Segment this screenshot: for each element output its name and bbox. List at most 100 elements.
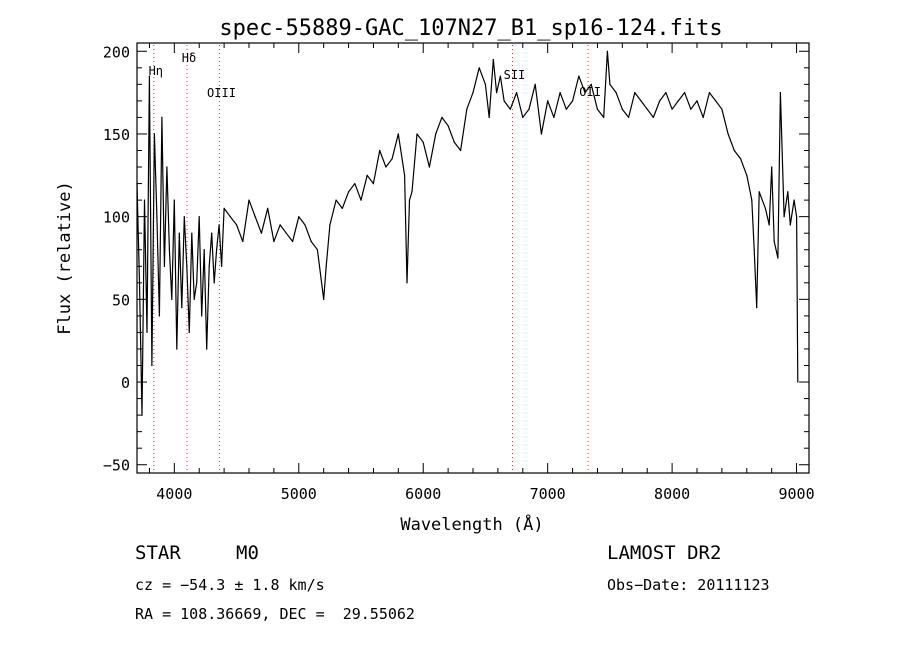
- spectrum-point: [304, 224, 306, 226]
- spectrum-point: [453, 141, 455, 143]
- spectrum-point: [696, 100, 698, 102]
- spectrum-point: [156, 216, 158, 218]
- spectrum-point: [441, 116, 443, 118]
- spectrum-point: [406, 282, 408, 284]
- spectrum-point: [211, 232, 213, 234]
- y-tick-label: 200: [103, 43, 130, 61]
- spectrum-point: [206, 348, 208, 350]
- spectrum-point: [773, 240, 775, 243]
- spectrum-point: [153, 133, 155, 135]
- x-tick-label: 6000: [405, 485, 441, 503]
- spectrum-point: [609, 83, 611, 85]
- spectrum-point: [528, 108, 530, 110]
- spectrum-point: [316, 249, 318, 251]
- y-axis-label: Flux (relative): [55, 181, 75, 335]
- spectrum-point: [242, 240, 244, 243]
- spectrum-point: [466, 108, 468, 110]
- x-axis-label: Wavelength (Å): [400, 513, 543, 535]
- spectrum-point: [460, 149, 462, 152]
- spectrum-point: [161, 116, 163, 118]
- spectrum-point: [640, 100, 642, 102]
- spectrum-point: [751, 199, 753, 201]
- spectrum-point: [188, 331, 190, 333]
- y-tick-label: 150: [103, 126, 130, 144]
- spectrum-point: [522, 116, 524, 118]
- spectrum-point: [690, 108, 692, 110]
- spectrum-point: [236, 224, 238, 226]
- spectrum-point: [408, 199, 411, 201]
- spectrum-point: [267, 207, 269, 209]
- spectrum-point: [298, 216, 300, 218]
- spectrum-point: [428, 166, 430, 168]
- spectrum-point: [665, 92, 667, 94]
- spectrum-point: [758, 191, 760, 193]
- x-tick-label: 7000: [530, 485, 566, 503]
- y-tick-label: −50: [103, 457, 130, 475]
- line-marker-label: SII: [504, 68, 526, 82]
- spectrum-point: [136, 183, 138, 185]
- spectrum-point: [163, 265, 165, 267]
- line-marker-label: Hη: [149, 64, 163, 78]
- spectrum-point: [379, 149, 381, 152]
- object-subclass: M0: [236, 542, 259, 564]
- spectrum-point: [201, 315, 203, 317]
- spectrum-point: [496, 92, 498, 94]
- spectrum-point: [721, 108, 723, 110]
- survey-name: LAMOST DR2: [607, 542, 722, 564]
- spectrum-point: [203, 249, 205, 251]
- spectrum-point: [740, 158, 742, 160]
- spectrum-point: [181, 307, 183, 309]
- spectrum-point: [634, 92, 636, 94]
- spectrum-point: [178, 232, 180, 234]
- spectrum-point: [621, 108, 623, 110]
- spectrum-point: [646, 108, 648, 110]
- spectrum-point: [385, 166, 387, 168]
- spectrum-point: [603, 116, 605, 118]
- spectrum-point: [789, 224, 791, 226]
- spectrum-point: [447, 125, 449, 127]
- spectrum-point: [329, 224, 331, 226]
- spectrum-point: [183, 216, 185, 218]
- spectrum-point: [659, 100, 661, 102]
- spectrum-point: [478, 67, 480, 69]
- y-tick-label: 50: [112, 291, 130, 309]
- spectrum-point: [208, 265, 210, 267]
- spectrum-point: [260, 232, 262, 234]
- spectrum-point: [590, 83, 592, 85]
- spectrum-point: [499, 75, 501, 77]
- spectrum-point: [229, 216, 231, 218]
- spectrum-point: [422, 141, 424, 143]
- spectrum-point: [148, 75, 150, 77]
- spectrum-point: [764, 207, 767, 209]
- spectrum-point: [193, 298, 195, 300]
- spectrum-point: [173, 199, 175, 201]
- spectrum-point: [335, 199, 337, 201]
- spectrum-point: [584, 92, 586, 94]
- spectrum-point: [702, 116, 704, 118]
- spectrum-point: [166, 166, 168, 168]
- spectrum-point: [671, 108, 673, 110]
- spectrum-point: [138, 282, 141, 284]
- spectrum-point: [404, 174, 406, 176]
- spectrum-point: [628, 116, 630, 118]
- spectrum-point: [793, 199, 795, 201]
- spectrum-point: [484, 83, 486, 85]
- x-tick-label: 9000: [778, 485, 814, 503]
- spectrum-point: [708, 92, 711, 94]
- spectrum-point: [348, 191, 350, 193]
- spectrum-point: [756, 307, 758, 309]
- plot-frame: [136, 42, 810, 474]
- spectrum-point: [677, 100, 679, 102]
- spectrum-point: [771, 166, 773, 168]
- spectrum-point: [254, 216, 256, 218]
- redshift-readout: cz = −54.3 ± 1.8 km/s: [135, 576, 325, 594]
- spectrum-point: [213, 282, 215, 284]
- y-tick-label: 0: [121, 374, 130, 392]
- spectrum-point: [143, 199, 146, 201]
- spectrum-point: [559, 92, 561, 94]
- spectrum-point: [534, 83, 536, 85]
- x-tick-label: 5000: [281, 485, 317, 503]
- spectrum-point: [746, 174, 748, 176]
- spectrum-point: [366, 174, 368, 176]
